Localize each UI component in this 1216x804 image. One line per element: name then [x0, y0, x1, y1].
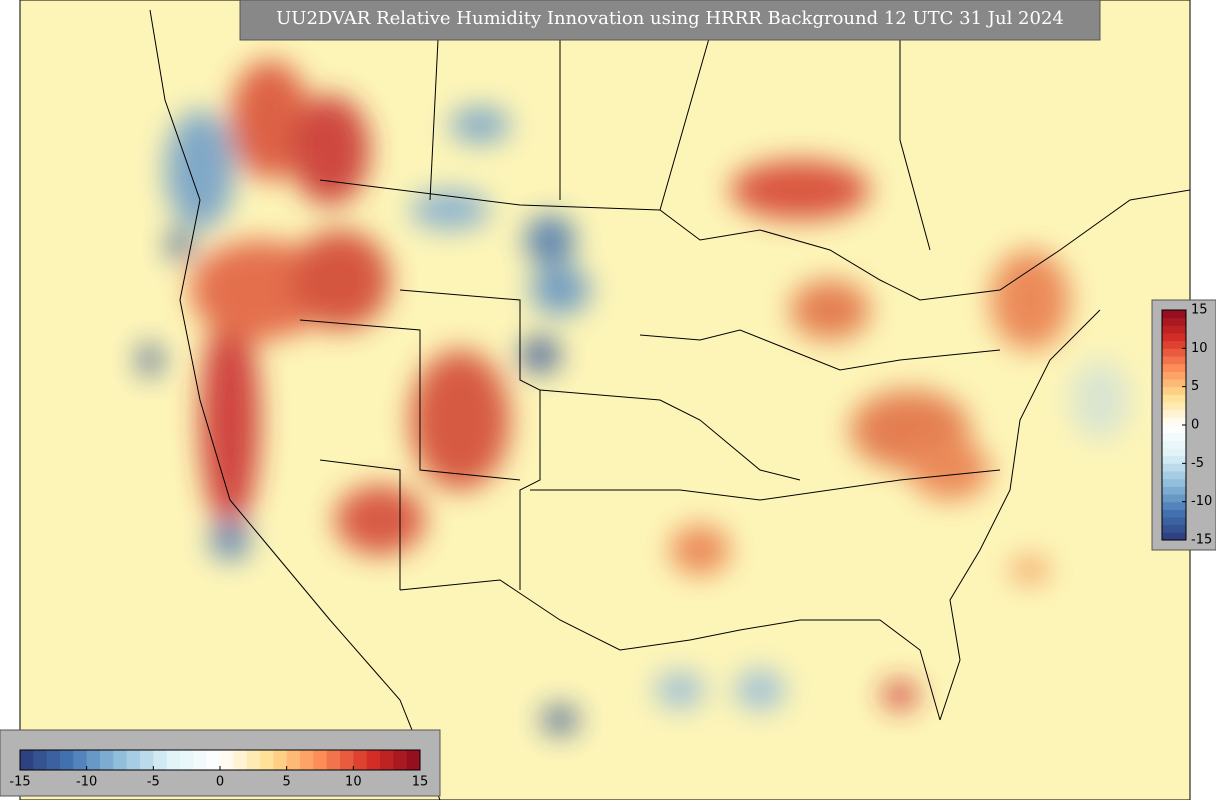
tick-label: 15: [412, 775, 429, 790]
colorbar-cell: [180, 750, 194, 770]
horizontal-colorbar: -15 -10 -5 0 5 10 15: [9, 749, 429, 790]
colorbar-cell: [1162, 363, 1186, 372]
tick-label: -15: [1191, 533, 1212, 548]
tick-label: 10: [345, 775, 362, 790]
colorbar-cell: [60, 750, 74, 770]
colorbar-cell: [273, 750, 288, 770]
colorbar-cell: [1162, 440, 1186, 449]
title-box: [239, 0, 1101, 41]
colorbar-cell: [1162, 348, 1186, 357]
colorbar-cell: [326, 750, 341, 770]
colorbar-cell: [393, 750, 408, 770]
colorbar-cell: [1162, 356, 1186, 365]
colorbar-cell: [1162, 517, 1186, 526]
colorbar-cell: [1162, 371, 1186, 380]
colorbar-cell: [193, 750, 208, 770]
colorbar-cell: [46, 750, 61, 770]
colorbar-cell: [1162, 463, 1186, 472]
vertical-colorbar: -15 -10 -5 0 5 10 15: [1161, 303, 1212, 548]
colorbar-cell: [1162, 386, 1186, 395]
colorbar-cell: [1162, 425, 1186, 434]
colorbar-cell: [1162, 524, 1186, 533]
colorbar-cell: [1162, 394, 1186, 403]
tick-label: -10: [76, 775, 97, 790]
colorbar-cell: [73, 750, 88, 770]
colorbar-cell: [1162, 532, 1186, 541]
tick-label: -10: [1191, 494, 1212, 509]
colorbar-cell: [380, 750, 394, 770]
tick-label: 0: [1191, 418, 1199, 433]
colorbar-cell: [1162, 486, 1186, 495]
map-field: [20, 0, 1190, 800]
colorbar-cell: [260, 750, 274, 770]
tick-label: -5: [147, 775, 160, 790]
colorbar-cell: [1162, 325, 1186, 334]
colorbar-cell: [1162, 501, 1186, 510]
colorbar-cell: [1162, 455, 1186, 464]
colorbar-cell: [233, 750, 248, 770]
colorbar-cell: [20, 750, 34, 770]
colorbar-cell: [1162, 409, 1186, 418]
colorbar-cell: [126, 750, 141, 770]
colorbar-cell: [1162, 417, 1186, 426]
colorbar-cell: [153, 750, 168, 770]
colorbar-cell: [340, 750, 354, 770]
tick-label: 5: [283, 775, 291, 790]
colorbar-cell: [406, 750, 421, 770]
tick-label: 10: [1191, 341, 1208, 356]
colorbar-cell: [286, 750, 301, 770]
colorbar-cell: [140, 750, 154, 770]
colorbar-cell: [1162, 432, 1186, 441]
colorbar-cell: [353, 750, 368, 770]
tick-label: 0: [216, 775, 224, 790]
colorbar-cell: [166, 750, 181, 770]
colorbar-cell: [246, 750, 261, 770]
colorbar-cell: [100, 750, 114, 770]
colorbar-cell: [1162, 509, 1186, 518]
colorbar-cell: [366, 750, 381, 770]
colorbar-cell: [1162, 494, 1186, 503]
title: UU2DVAR Relative Humidity Innovation usi…: [276, 8, 1064, 29]
colorbar-cell: [1162, 333, 1186, 342]
colorbar-cell: [300, 750, 314, 770]
tick-label: -5: [1191, 456, 1204, 471]
colorbar-cell: [206, 750, 221, 770]
colorbar-cell: [86, 750, 101, 770]
tick-label: 5: [1191, 379, 1199, 394]
colorbar-cell: [33, 750, 48, 770]
colorbar-cell: [1162, 402, 1186, 411]
colorbar-cell: [1162, 379, 1186, 388]
colorbar-cell: [1162, 471, 1186, 480]
colorbar-cell: [1162, 448, 1186, 457]
colorbar-cell: [1162, 310, 1186, 319]
colorbar-cell: [1162, 478, 1186, 487]
tick-label: -15: [9, 775, 30, 790]
colorbar-cell: [1162, 340, 1186, 349]
tick-label: 15: [1191, 303, 1208, 318]
colorbar-cell: [113, 750, 128, 770]
colorbar-cell: [313, 750, 328, 770]
colorbar-cell: [220, 750, 234, 770]
colorbar-cell: [1162, 317, 1186, 326]
